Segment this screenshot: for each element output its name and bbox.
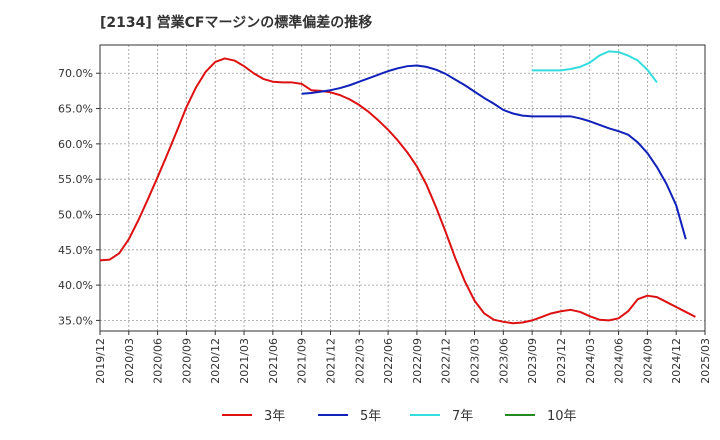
legend-label: 7年: [452, 409, 473, 424]
x-tick-label: 2020/06: [152, 338, 165, 384]
x-tick-label: 2021/03: [238, 338, 251, 384]
series-line-7年: [532, 50, 658, 84]
x-tick-label: 2020/09: [180, 338, 193, 384]
x-tick-label: 2024/06: [613, 338, 626, 384]
chart-title: [2134] 営業CFマージンの標準偏差の推移: [100, 14, 372, 31]
series-line-5年: [301, 64, 687, 240]
x-tick-label: 2023/03: [469, 338, 482, 384]
plot-area: [99, 44, 706, 332]
x-axis: 2019/12 2020/03 2020/06 2020/09 2020/12 2021/…: [94, 331, 712, 384]
x-tick-label: 2021/12: [324, 338, 337, 384]
x-tick-label: 2023/09: [526, 338, 539, 384]
legend: 3年 5年 7年 10年: [222, 409, 577, 424]
series-line-3年: [99, 57, 696, 325]
series-lines: [99, 50, 696, 325]
legend-label: 3年: [264, 409, 285, 424]
x-tick-label: 2024/12: [670, 338, 683, 384]
y-tick-label: 50.0%: [58, 208, 93, 221]
y-tick-label: 45.0%: [58, 244, 93, 257]
x-tick-label: 2024/09: [641, 338, 654, 384]
x-tick-label: 2025/03: [699, 338, 712, 384]
y-tick-label: 55.0%: [58, 173, 93, 186]
y-tick-label: 35.0%: [58, 314, 93, 327]
x-tick-label: 2023/12: [555, 338, 568, 384]
x-tick-label: 2021/09: [296, 338, 309, 384]
x-tick-label: 2020/12: [209, 338, 222, 384]
y-tick-label: 40.0%: [58, 279, 93, 292]
y-tick-label: 60.0%: [58, 138, 93, 151]
x-tick-label: 2022/06: [382, 338, 395, 384]
grid: [100, 45, 705, 331]
y-tick-label: 70.0%: [58, 67, 93, 80]
y-tick-label: 65.0%: [58, 103, 93, 116]
x-tick-label: 2019/12: [94, 338, 107, 384]
x-tick-label: 2024/03: [584, 338, 597, 384]
x-tick-label: 2021/06: [267, 338, 280, 384]
legend-label: 10年: [547, 409, 577, 424]
x-tick-label: 2022/12: [440, 338, 453, 384]
x-tick-label: 2022/09: [411, 338, 424, 384]
x-tick-label: 2020/03: [123, 338, 136, 384]
legend-label: 5年: [360, 409, 381, 424]
y-axis: 35.0% 40.0% 45.0% 50.0% 55.0% 60.0% 65.0% 70.0%: [58, 67, 100, 327]
x-tick-label: 2022/03: [353, 338, 366, 384]
x-tick-label: 2023/06: [497, 338, 510, 384]
